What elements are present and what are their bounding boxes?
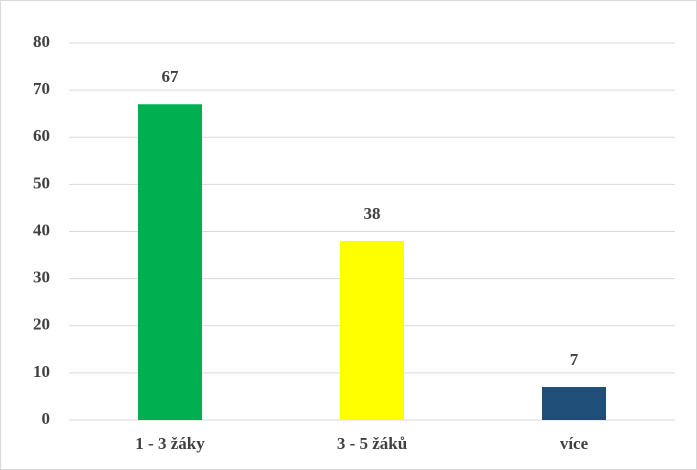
y-tick-label: 0 [42,409,51,428]
data-label: 67 [162,67,180,86]
y-tick-label: 50 [33,173,50,192]
y-tick-label: 30 [33,268,50,287]
y-tick-label: 80 [33,32,50,51]
y-tick-label: 70 [33,79,50,98]
x-tick-label: více [560,434,589,453]
y-tick-label: 10 [33,362,50,381]
y-tick-label: 60 [33,126,50,145]
y-tick-label: 20 [33,315,50,334]
bar [542,387,606,420]
x-tick-label: 3 - 5 žáků [337,434,407,453]
data-label: 38 [364,204,381,223]
bar [138,104,202,420]
bar [340,240,404,420]
y-tick-label: 40 [33,220,50,239]
x-tick-label: 1 - 3 žáky [135,434,205,453]
data-label: 7 [570,350,579,369]
